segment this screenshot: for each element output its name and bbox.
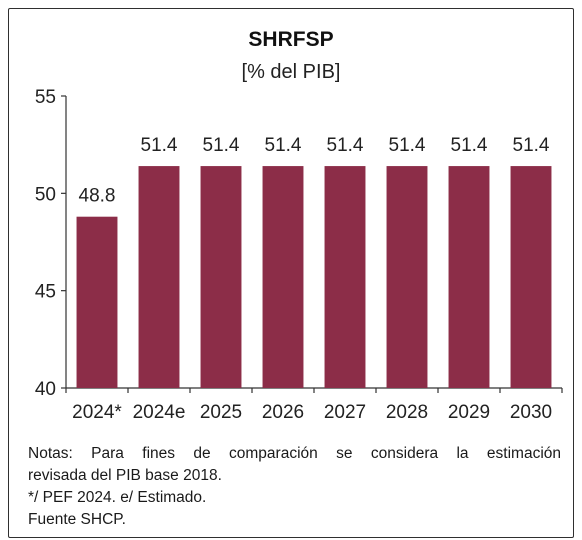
chart-frame: [8, 8, 574, 538]
axes: 40 45 50 55: [35, 87, 563, 400]
bar: [324, 166, 366, 388]
x-tick-label: 2026: [262, 402, 304, 423]
chart: SHRFSP [% del PIB] 40 45 50 55 48.8 51.4 51.4…: [35, 28, 563, 423]
x-tick-label: 2024e: [133, 402, 186, 423]
chart-subtitle: [% del PIB]: [242, 61, 341, 83]
y-tick-label: 50: [35, 184, 56, 205]
x-tick-label: 2030: [510, 402, 552, 423]
bars: [76, 166, 552, 388]
data-label: 51.4: [265, 135, 302, 156]
data-label: 51.4: [327, 135, 364, 156]
chart-title: SHRFSP: [248, 28, 333, 51]
bar: [262, 166, 304, 388]
y-tick-label: 40: [35, 379, 56, 400]
data-label: 48.8: [79, 186, 116, 207]
note-line: */ PEF 2024. e/ Estimado.: [28, 489, 207, 506]
note-line: Notas: Para fines de comparación se cons…: [28, 445, 561, 462]
notes: Notas: Para fines de comparación se cons…: [28, 443, 561, 531]
x-tick-label: 2024*: [72, 402, 122, 423]
x-tick-label: 2029: [448, 402, 490, 423]
y-tick-label: 55: [35, 87, 56, 108]
y-tick-label: 45: [35, 282, 56, 303]
data-label: 51.4: [389, 135, 426, 156]
bar: [200, 166, 242, 388]
note-line: Fuente SHCP.: [28, 511, 126, 528]
data-label: 51.4: [451, 135, 488, 156]
note-line: revisada del PIB base 2018.: [28, 467, 222, 484]
category-labels: 2024* 2024e 2025 2026 2027 2028 2029 2030: [72, 402, 552, 423]
x-tick-label: 2028: [386, 402, 428, 423]
data-label: 51.4: [513, 135, 550, 156]
data-labels: 48.8 51.4 51.4 51.4 51.4 51.4 51.4 51.4: [79, 135, 550, 207]
bar: [448, 166, 490, 388]
x-tick-label: 2025: [200, 402, 242, 423]
data-label: 51.4: [141, 135, 178, 156]
bar: [138, 166, 180, 388]
bar: [510, 166, 552, 388]
x-tick-label: 2027: [324, 402, 366, 423]
bar: [386, 166, 428, 388]
bar: [76, 216, 118, 388]
data-label: 51.4: [203, 135, 240, 156]
